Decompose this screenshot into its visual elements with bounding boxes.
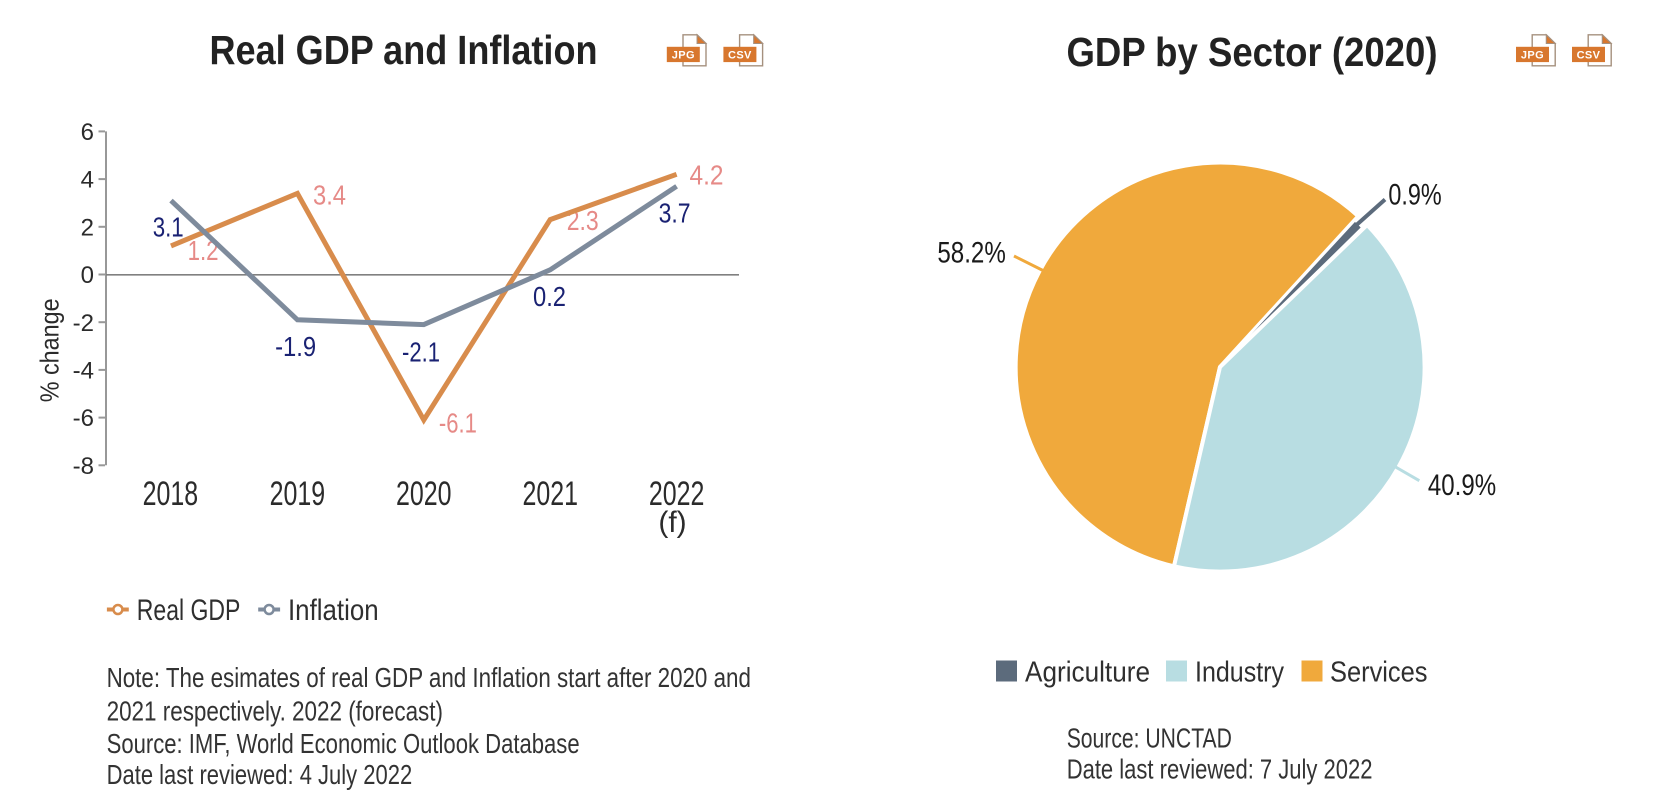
svg-text:2: 2 — [81, 214, 94, 241]
svg-text:2022: 2022 — [649, 475, 705, 513]
svg-text:CSV: CSV — [1577, 50, 1601, 62]
svg-text:0.9%: 0.9% — [1388, 179, 1441, 212]
svg-text:3.7: 3.7 — [659, 197, 691, 228]
svg-text:Source: IMF, World Economic Ou: Source: IMF, World Economic Outlook Data… — [107, 728, 580, 759]
svg-text:0: 0 — [81, 262, 94, 289]
svg-text:GDP by Sector (2020): GDP by Sector (2020) — [1067, 29, 1438, 75]
svg-text:Agriculture: Agriculture — [1025, 657, 1150, 689]
svg-text:-8: -8 — [73, 453, 94, 480]
svg-text:-2: -2 — [73, 310, 94, 337]
svg-text:-6: -6 — [73, 405, 94, 432]
svg-text:-1.9: -1.9 — [275, 331, 316, 362]
svg-text:% change: % change — [35, 298, 65, 402]
svg-text:6: 6 — [81, 119, 94, 146]
svg-text:Industry: Industry — [1195, 657, 1284, 689]
svg-text:(f): (f) — [658, 506, 686, 539]
svg-text:Real GDP and Inflation: Real GDP and Inflation — [210, 27, 598, 73]
svg-text:40.9%: 40.9% — [1428, 469, 1496, 502]
svg-text:Services: Services — [1330, 657, 1428, 689]
svg-text:2020: 2020 — [396, 475, 452, 513]
svg-text:Source: UNCTAD: Source: UNCTAD — [1067, 722, 1232, 753]
svg-text:Date last reviewed: 7 July 202: Date last reviewed: 7 July 2022 — [1067, 754, 1373, 785]
svg-text:2019: 2019 — [270, 475, 326, 513]
svg-text:2018: 2018 — [143, 475, 199, 513]
svg-text:0.2: 0.2 — [533, 281, 566, 312]
svg-text:JPG: JPG — [1521, 50, 1544, 62]
svg-text:JPG: JPG — [672, 50, 695, 62]
svg-text:Note: The esimates of real GDP: Note: The esimates of real GDP and Infla… — [107, 662, 751, 693]
svg-text:58.2%: 58.2% — [937, 236, 1005, 269]
svg-text:-6.1: -6.1 — [439, 407, 477, 438]
svg-text:4: 4 — [81, 167, 94, 194]
svg-text:CSV: CSV — [728, 50, 752, 62]
svg-text:4.2: 4.2 — [690, 160, 724, 191]
svg-text:Inflation: Inflation — [288, 594, 379, 627]
svg-text:2021: 2021 — [522, 475, 578, 513]
svg-text:Date last reviewed: 4 July 202: Date last reviewed: 4 July 2022 — [107, 759, 413, 790]
svg-text:3.4: 3.4 — [313, 179, 346, 210]
svg-text:-2.1: -2.1 — [402, 337, 440, 368]
svg-text:Real GDP: Real GDP — [137, 594, 241, 627]
svg-text:2021 respectively. 2022 (forec: 2021 respectively. 2022 (forecast) — [107, 695, 443, 726]
svg-text:3.1: 3.1 — [153, 212, 184, 243]
svg-text:-4: -4 — [73, 358, 94, 385]
